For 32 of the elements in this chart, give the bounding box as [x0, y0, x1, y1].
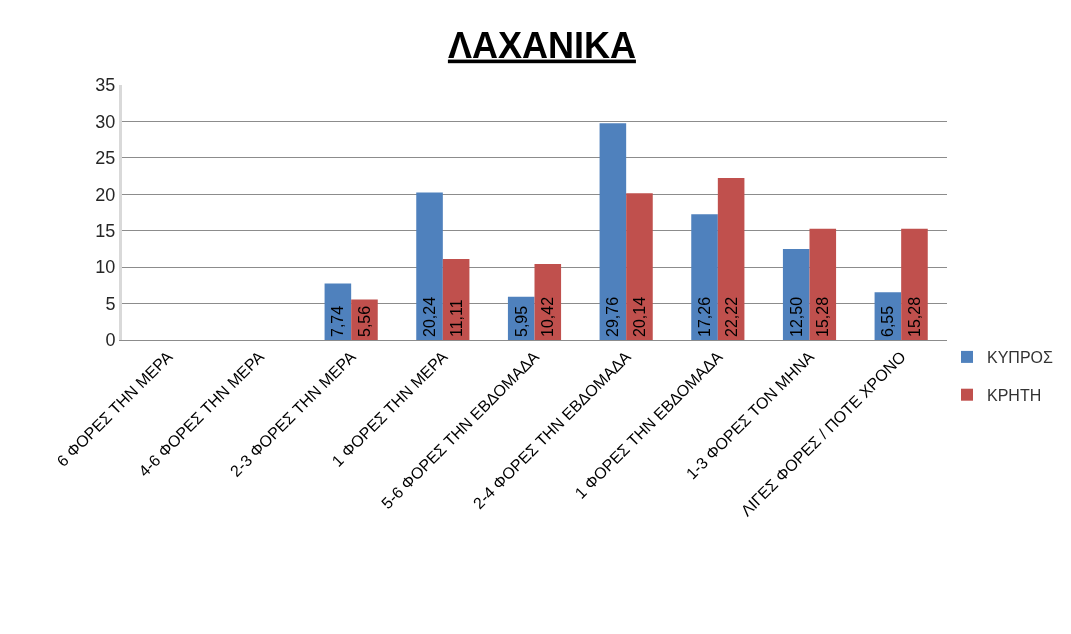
- bar: [599, 123, 627, 340]
- bar: [782, 248, 810, 340]
- y-tick-label: 30: [95, 111, 116, 132]
- y-tick-label: 15: [95, 221, 116, 242]
- chart-title: ΛΑΧΑΝΙΚΑ: [447, 24, 636, 66]
- data-label: 5,95: [512, 305, 530, 337]
- data-label: 10,42: [539, 296, 557, 337]
- data-label: 6,55: [879, 305, 897, 337]
- data-label: 11,11: [447, 299, 465, 337]
- data-label: 15,28: [905, 296, 923, 337]
- y-tick-label: 35: [95, 75, 116, 96]
- data-label: 22,22: [722, 296, 740, 337]
- data-label: 20,24: [421, 296, 439, 337]
- data-label: 5,56: [355, 305, 373, 337]
- y-tick-label: 5: [105, 293, 116, 314]
- data-label: 17,26: [696, 296, 714, 337]
- y-tick-label: 25: [95, 148, 116, 169]
- data-label: 12,50: [787, 296, 805, 337]
- bar: [691, 214, 718, 340]
- legend-label: ΚΥΠΡΟΣ: [987, 349, 1054, 367]
- legend-label: ΚΡΗΤΗ: [987, 386, 1042, 404]
- bar: [416, 192, 443, 340]
- data-label: 20,14: [630, 296, 648, 337]
- y-tick-label: 20: [95, 184, 116, 205]
- bar: [717, 178, 745, 340]
- data-label: 29,76: [604, 296, 622, 337]
- data-label: 7,74: [329, 305, 347, 337]
- data-label: 15,28: [814, 296, 832, 337]
- bar: [626, 193, 653, 340]
- y-tick-label: 10: [95, 257, 116, 278]
- bar: [901, 228, 928, 340]
- y-tick-label: 0: [105, 330, 116, 351]
